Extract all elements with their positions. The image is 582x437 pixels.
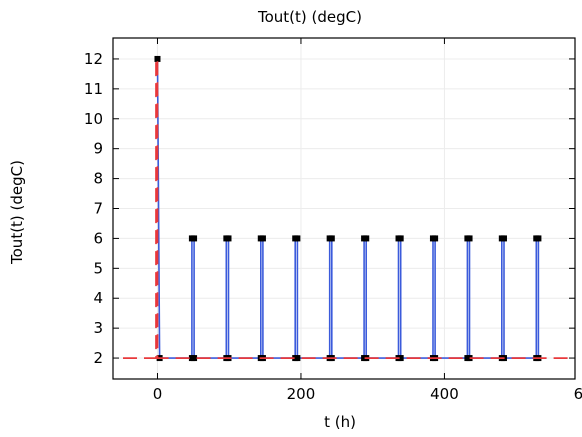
data-point-marker: [259, 235, 266, 242]
data-point-marker: [397, 235, 404, 242]
y-tick-label: 6: [93, 229, 103, 247]
data-point-marker: [294, 355, 301, 362]
y-tick-label: 12: [84, 50, 103, 68]
y-tick-label: 8: [93, 170, 103, 188]
y-tick-label: 11: [84, 80, 103, 98]
y-tick-label: 5: [93, 259, 103, 277]
y-tick-label: 9: [93, 140, 103, 158]
y-tick-label: 3: [93, 319, 103, 337]
y-axis: 2 3 4 5 6 7 8 9 10 11 12: [84, 50, 575, 367]
x-axis-label: t (h): [324, 413, 356, 431]
y-tick-label: 4: [93, 289, 103, 307]
x-axis: 0 200 400 600: [153, 38, 582, 403]
x-tick-label: 400: [430, 385, 459, 403]
y-tick-label: 2: [93, 349, 103, 367]
data-point-marker: [466, 355, 473, 362]
x-tick-label: 0: [153, 385, 163, 403]
x-tick-label: 600: [574, 385, 582, 403]
grid: [113, 38, 575, 379]
data-point-marker: [432, 235, 439, 242]
series-group: [123, 55, 571, 362]
data-point-marker: [535, 235, 542, 242]
data-point-marker: [500, 235, 507, 242]
data-point-marker: [363, 235, 370, 242]
data-point-marker: [191, 235, 198, 242]
x-tick-label: 200: [287, 385, 316, 403]
y-axis-label: Tout(t) (degC): [8, 160, 26, 265]
data-point-marker: [225, 235, 232, 242]
data-point-marker: [466, 235, 473, 242]
data-point-marker: [294, 235, 301, 242]
y-tick-label: 10: [84, 110, 103, 128]
data-point-marker: [154, 55, 161, 62]
chart-title: Tout(t) (degC): [257, 8, 362, 26]
data-point-marker: [191, 355, 198, 362]
data-point-marker: [397, 355, 404, 362]
data-point-marker: [328, 235, 335, 242]
y-tick-label: 7: [93, 200, 103, 218]
series-line-0: [123, 58, 571, 359]
